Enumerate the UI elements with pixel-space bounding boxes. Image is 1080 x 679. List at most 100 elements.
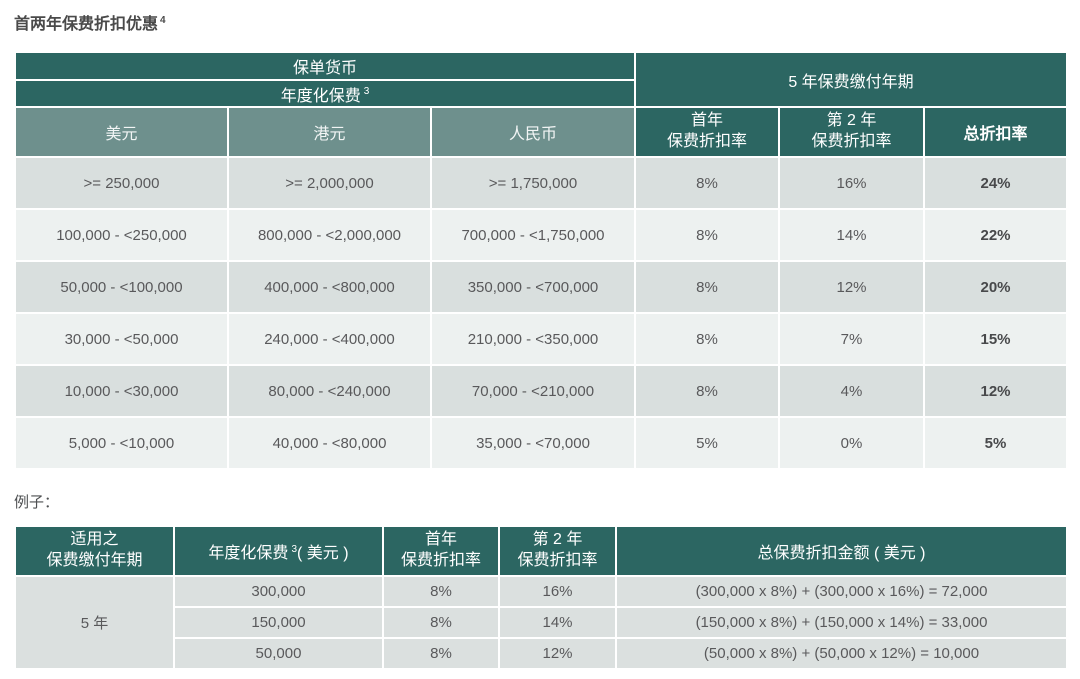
table-row: >= 250,000 >= 2,000,000 >= 1,750,000 8% … xyxy=(14,156,1069,210)
table-row: 50,000 - <100,000 400,000 - <800,000 350… xyxy=(14,260,1069,314)
cell-year2-rate: 14% xyxy=(778,208,925,262)
header-payment-term: 5 年保费缴付年期 xyxy=(633,51,1069,108)
cell-rmb: 70,000 - <210,000 xyxy=(430,364,636,418)
header-total-discount: 总折扣率 xyxy=(922,106,1069,158)
header-year2-discount: 第 2 年 保费折扣率 xyxy=(778,106,925,158)
header-policy-currency: 保单货币 xyxy=(14,51,636,81)
header-annualized-premium: 年度化保费 3 xyxy=(14,79,636,108)
header-year1-line2: 保费折扣率 xyxy=(400,552,481,569)
cell-usd: 50,000 - <100,000 xyxy=(14,260,229,314)
cell-rmb: 700,000 - <1,750,000 xyxy=(430,208,636,262)
example-table: 适用之 保费缴付年期 年度化保费 3( 美元 ) 首年 保费折扣率 第 2 年 保… xyxy=(14,525,1068,670)
cell-hkd: >= 2,000,000 xyxy=(227,156,432,210)
table-row: 5,000 - <10,000 40,000 - <80,000 35,000 … xyxy=(14,416,1069,470)
cell-year1-rate: 8% xyxy=(634,208,780,262)
header-year1-line1: 首年 xyxy=(424,531,457,549)
page-title-text: 首两年保费折扣优惠 xyxy=(14,16,159,33)
cell-year1-rate: 8% xyxy=(382,575,500,608)
cell-year2-rate: 0% xyxy=(778,416,925,470)
header-term-line1: 适用之 xyxy=(70,531,119,549)
cell-total-rate: 5% xyxy=(922,416,1069,470)
cell-rmb: >= 1,750,000 xyxy=(430,156,636,210)
header-year2-discount: 第 2 年 保费折扣率 xyxy=(498,525,617,577)
cell-hkd: 800,000 - <2,000,000 xyxy=(227,208,432,262)
cell-hkd: 400,000 - <800,000 xyxy=(227,260,432,314)
header-rmb: 人民币 xyxy=(430,106,636,158)
cell-rmb: 210,000 - <350,000 xyxy=(430,312,636,366)
cell-year1-rate: 8% xyxy=(634,364,780,418)
cell-year1-rate: 8% xyxy=(634,260,780,314)
table-row: 150,000 8% 14% (150,000 x 8%) + (150,000… xyxy=(15,606,1068,639)
cell-year2-rate: 4% xyxy=(778,364,925,418)
cell-year1-rate: 8% xyxy=(634,312,780,366)
cell-hkd: 40,000 - <80,000 xyxy=(227,416,432,470)
table-row: 100,000 - <250,000 800,000 - <2,000,000 … xyxy=(14,208,1069,262)
cell-total-rate: 15% xyxy=(922,312,1069,366)
cell-year2-rate: 14% xyxy=(498,606,617,639)
cell-year2-rate: 16% xyxy=(778,156,925,210)
table-header-row: 年度化保费 3 xyxy=(14,79,1067,108)
cell-payment-term: 5 年 xyxy=(14,575,175,670)
cell-discount-formula: (300,000 x 8%) + (300,000 x 16%) = 72,00… xyxy=(615,575,1068,608)
header-year2-line2: 保费折扣率 xyxy=(811,133,892,150)
header-year1-discount: 首年 保费折扣率 xyxy=(634,106,780,158)
cell-year2-rate: 12% xyxy=(498,637,617,670)
example-label: 例子： xyxy=(14,494,60,511)
header-year2-line1: 第 2 年 xyxy=(532,531,583,549)
cell-discount-formula: (50,000 x 8%) + (50,000 x 12%) = 10,000 xyxy=(615,637,1068,670)
header-annualized-premium-label: 年度化保费 xyxy=(280,87,361,105)
header-annualized-premium-sup: 3 xyxy=(363,86,370,98)
header-annualized-premium-usd: 年度化保费 3( 美元 ) xyxy=(173,525,384,577)
cell-year1-rate: 8% xyxy=(382,637,500,670)
premium-discount-table: 保单货币 5 年保费缴付年期 年度化保费 3 美元 港元 人民币 首年 保费折扣率 xyxy=(14,51,1069,470)
header-year1-line1: 首年 xyxy=(690,112,723,130)
cell-total-rate: 24% xyxy=(922,156,1069,210)
header-year2-line1: 第 2 年 xyxy=(826,112,877,130)
page-title: 首两年保费折扣优惠 4 xyxy=(14,10,1066,34)
cell-usd: >= 250,000 xyxy=(14,156,229,210)
cell-usd: 10,000 - <30,000 xyxy=(14,364,229,418)
cell-year2-rate: 12% xyxy=(778,260,925,314)
cell-hkd: 240,000 - <400,000 xyxy=(227,312,432,366)
cell-year1-rate: 8% xyxy=(634,156,780,210)
example-table-header-row: 适用之 保费缴付年期 年度化保费 3( 美元 ) 首年 保费折扣率 第 2 年 保… xyxy=(14,525,1068,577)
header-year2-line2: 保费折扣率 xyxy=(517,552,598,569)
cell-total-rate: 12% xyxy=(922,364,1069,418)
cell-year1-rate: 8% xyxy=(382,606,500,639)
table-header-row: 保单货币 5 年保费缴付年期 xyxy=(14,51,1069,108)
cell-rmb: 35,000 - <70,000 xyxy=(430,416,636,470)
header-policy-currency-label: 保单货币 xyxy=(292,60,357,77)
cell-premium: 150,000 xyxy=(173,606,384,639)
header-total-discount-amount: 总保费折扣金额 ( 美元 ) xyxy=(615,525,1068,577)
cell-usd: 30,000 - <50,000 xyxy=(14,312,229,366)
table-row: 5 年 300,000 8% 16% (300,000 x 8%) + (300… xyxy=(14,575,1068,670)
cell-year2-rate: 16% xyxy=(498,575,617,608)
table-subheader-row: 美元 港元 人民币 首年 保费折扣率 第 2 年 保费折扣率 总折扣率 xyxy=(14,106,1069,158)
cell-year1-rate: 5% xyxy=(634,416,780,470)
header-payment-term-label: 5 年保费缴付年期 xyxy=(788,73,914,91)
header-year1-discount: 首年 保费折扣率 xyxy=(382,525,500,577)
cell-total-rate: 20% xyxy=(922,260,1069,314)
cell-hkd: 80,000 - <240,000 xyxy=(227,364,432,418)
cell-usd: 100,000 - <250,000 xyxy=(14,208,229,262)
table-row: 50,000 8% 12% (50,000 x 8%) + (50,000 x … xyxy=(15,637,1068,670)
header-premium-sup: 3 xyxy=(291,543,297,555)
cell-rmb: 350,000 - <700,000 xyxy=(430,260,636,314)
page-title-footnote-sup: 4 xyxy=(160,14,166,26)
header-year1-line2: 保费折扣率 xyxy=(666,133,747,150)
header-premium-label: 年度化保费 xyxy=(208,545,289,562)
cell-year2-rate: 7% xyxy=(778,312,925,366)
table-row: 10,000 - <30,000 80,000 - <240,000 70,00… xyxy=(14,364,1069,418)
header-term-line2: 保费缴付年期 xyxy=(46,552,143,569)
cell-discount-formula: (150,000 x 8%) + (150,000 x 14%) = 33,00… xyxy=(615,606,1068,639)
cell-premium: 300,000 xyxy=(173,575,384,608)
cell-total-rate: 22% xyxy=(922,208,1069,262)
cell-premium: 50,000 xyxy=(173,637,384,670)
header-payment-term-applicable: 适用之 保费缴付年期 xyxy=(14,525,175,577)
header-usd: 美元 xyxy=(14,106,229,158)
cell-usd: 5,000 - <10,000 xyxy=(14,416,229,470)
header-premium-suffix: ( 美元 ) xyxy=(297,545,349,562)
table-row: 30,000 - <50,000 240,000 - <400,000 210,… xyxy=(14,312,1069,366)
header-hkd: 港元 xyxy=(227,106,432,158)
